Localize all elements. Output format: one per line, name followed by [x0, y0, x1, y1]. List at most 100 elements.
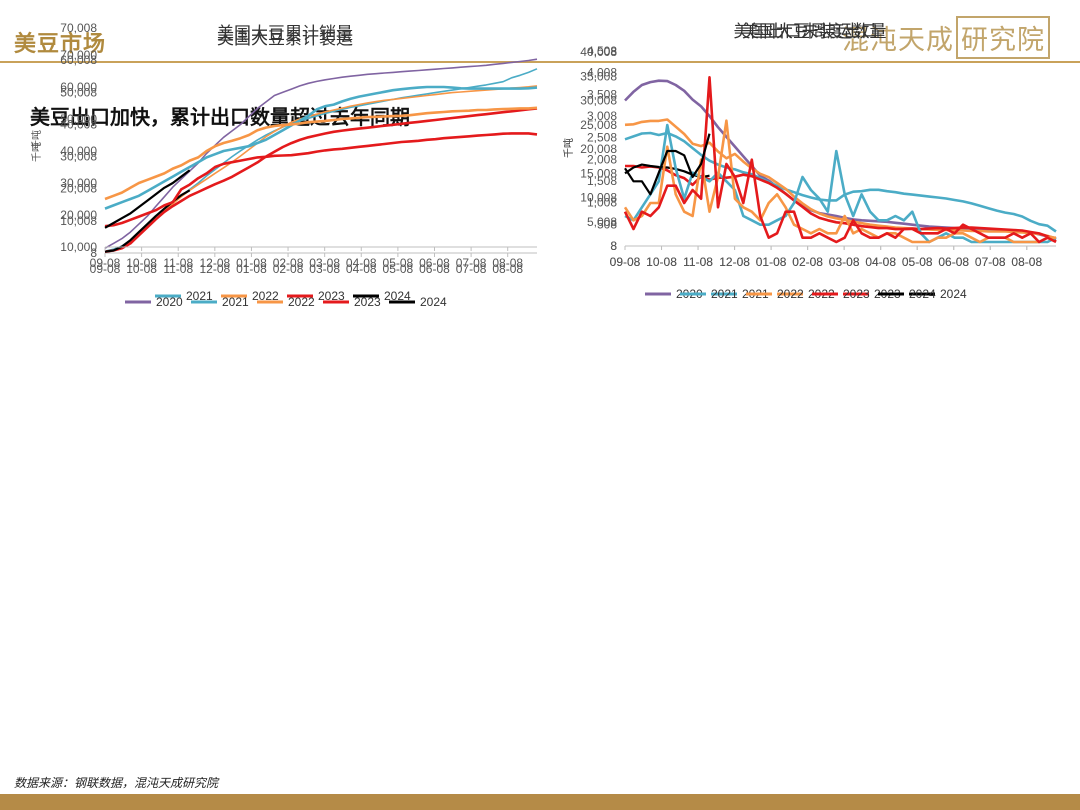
series-line-2020: [104, 58, 538, 249]
y-tick-label: 20,008: [580, 142, 617, 156]
y-tick-label: 4,008: [587, 66, 617, 80]
x-tick-label: 04-08: [346, 256, 377, 270]
legend-label-2023: 2023: [318, 289, 345, 303]
y-tick-label: 3,508: [587, 87, 617, 101]
x-tick-label: 12-08: [199, 262, 230, 276]
logo-institute: 研究院: [956, 16, 1050, 59]
legend-label-2020: 2020: [156, 295, 183, 309]
x-tick-label: 08-08: [492, 262, 523, 276]
y-tick-label: 10,008: [580, 191, 617, 205]
x-tick-label: 04-08: [865, 255, 896, 269]
x-tick-label: 09-08: [90, 262, 121, 276]
x-tick-label: 09-08: [90, 256, 121, 270]
x-tick-label: 05-08: [383, 256, 414, 270]
series-line-2022: [104, 85, 538, 253]
header-divider: [0, 61, 1080, 63]
x-tick-label: 02-08: [792, 255, 823, 269]
series-line-2021: [104, 68, 538, 252]
y-tick-label: 30,000: [60, 176, 97, 190]
series-line-2021: [104, 85, 538, 210]
y-tick-label: 40,008: [580, 45, 617, 59]
chart-title: 美国大豆累计销量: [217, 24, 353, 44]
x-tick-label: 05-08: [902, 255, 933, 269]
chart-title: 美国大豆周度出口: [742, 22, 878, 42]
legend-label-2024: 2024: [384, 289, 411, 303]
y-tick-label: 35,008: [580, 69, 617, 83]
series-line-2022: [623, 119, 1056, 244]
legend-label-2021: 2021: [711, 287, 738, 301]
logo-name: 混沌天成: [842, 25, 954, 56]
y-tick-label: 8: [610, 239, 617, 253]
x-tick-label: 03-08: [829, 255, 860, 269]
legend-label-2024: 2024: [420, 295, 447, 309]
y-tick-label: 4,508: [587, 44, 617, 58]
y-axis-unit: 千吨: [562, 138, 575, 158]
x-tick-label: 11-08: [163, 256, 193, 270]
legend-label-2024: 2024: [940, 287, 967, 301]
x-tick-label: 05-08: [902, 255, 933, 269]
y-tick-label: 508: [597, 217, 617, 231]
y-tick-label: 8: [90, 246, 97, 260]
chart-cumulative-shipments: 美国大豆累计装运千吨810,00820,00830,00840,00850,00…: [30, 21, 538, 309]
y-tick-label: 70,000: [60, 48, 97, 62]
legend-label-2023: 2023: [843, 287, 870, 301]
y-tick-label: 5,008: [587, 215, 617, 229]
x-tick-label: 10-08: [126, 256, 157, 270]
x-tick-label: 06-08: [419, 256, 450, 270]
y-tick-label: 1,008: [587, 196, 617, 210]
series-line-2023: [104, 132, 538, 228]
y-tick-label: 2,008: [587, 152, 617, 166]
y-tick-label: 10,008: [60, 214, 97, 228]
legend-label-2022: 2022: [288, 295, 315, 309]
x-tick-label: 02-08: [792, 255, 823, 269]
series-line-2021: [624, 131, 1057, 233]
x-tick-label: 02-08: [273, 262, 304, 276]
y-tick-label: 60,008: [60, 53, 97, 67]
series-line-2020: [624, 79, 1057, 240]
y-axis-unit: 千吨: [30, 142, 43, 162]
legend-label-2022: 2022: [777, 287, 804, 301]
x-tick-label: 08-08: [1011, 255, 1042, 269]
legend-label-2022: 2022: [252, 289, 279, 303]
x-tick-label: 10-08: [126, 262, 157, 276]
x-tick-label: 11-08: [683, 255, 713, 269]
y-tick-label: 15,008: [580, 166, 617, 180]
x-tick-label: 10-08: [646, 255, 677, 269]
x-tick-label: 03-08: [309, 262, 340, 276]
legend-label-2024: 2024: [909, 287, 936, 301]
x-tick-label: 07-08: [456, 256, 487, 270]
y-tick-label: 60,000: [60, 80, 97, 94]
y-tick-label: 2,508: [587, 131, 617, 145]
x-tick-label: 04-08: [346, 262, 377, 276]
x-tick-label: 03-08: [309, 256, 340, 270]
company-logo: 混沌天成 研究院: [842, 16, 1056, 59]
x-tick-label: 04-08: [865, 255, 896, 269]
series-line-2023: [623, 75, 1057, 244]
series-line-2022: [104, 106, 538, 201]
x-tick-label: 03-08: [829, 255, 860, 269]
x-tick-label: 06-08: [938, 255, 969, 269]
series-line-2021: [624, 123, 1057, 244]
x-tick-label: 08-08: [1011, 255, 1042, 269]
y-tick-label: 50,008: [60, 85, 97, 99]
x-tick-label: 05-08: [383, 262, 414, 276]
y-tick-label: 40,000: [60, 144, 97, 158]
y-tick-label: 8: [610, 239, 617, 253]
x-tick-label: 09-08: [610, 255, 641, 269]
x-tick-label: 10-08: [646, 255, 677, 269]
y-tick-label: 25,008: [580, 118, 617, 132]
x-tick-label: 07-08: [456, 262, 487, 276]
series-line-2024: [624, 133, 711, 196]
x-tick-label: 08-08: [492, 256, 523, 270]
x-tick-label: 02-08: [273, 256, 304, 270]
y-tick-label: 20,008: [60, 182, 97, 196]
y-tick-label: 3,008: [587, 109, 617, 123]
x-tick-label: 01-08: [756, 255, 787, 269]
x-tick-label: 09-08: [610, 255, 641, 269]
x-tick-label: 06-08: [938, 255, 969, 269]
x-tick-label: 11-08: [683, 255, 713, 269]
chart-weekly-exports: 美国大豆周度出口千吨85081,0081,5082,0082,5083,0083…: [562, 22, 1057, 301]
section-title: 美豆市场: [14, 31, 107, 57]
